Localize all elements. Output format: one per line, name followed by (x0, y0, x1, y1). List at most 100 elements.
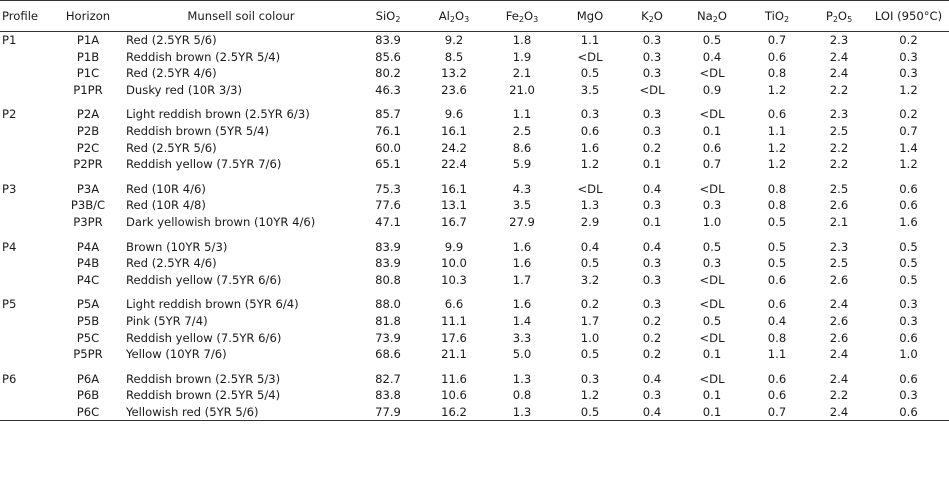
cell-profile (0, 49, 50, 66)
cell-tio2: 0.6 (767, 49, 787, 64)
cell-k2o: 0.1 (642, 214, 662, 229)
cell-loi: 0.2 (899, 33, 918, 47)
cell-mgo: 1.0 (580, 330, 600, 345)
cell-profile (0, 346, 50, 363)
cell-na2o: 0.7 (702, 157, 722, 172)
cell-munsell-colour: Red (10R 4/8) (126, 198, 206, 213)
table-row: P6 P6A Reddish brown (2.5YR 5/3) 82.7 11.6 1.… (0, 371, 949, 388)
cell-tio2: 0.5 (767, 214, 787, 229)
header-loi: LOI (950°C) (868, 0, 949, 32)
cell-p2o5: 2.2 (829, 157, 849, 172)
cell-p2o5: 2.6 (829, 313, 849, 328)
cell-p2o5: 2.5 (829, 123, 849, 138)
cell-profile (0, 197, 50, 214)
table-row: P1C Red (2.5YR 4/6) 80.2 13.2 2.1 0.5 0.3 <DL 0.… (0, 65, 949, 82)
table-row: P5PR Yellow (10YR 7/6) 68.6 21.1 5.0 0.5 0.2 0.… (0, 346, 949, 363)
cell-sio2: 83.9 (375, 239, 401, 254)
cell-al2o3: 9.6 (444, 107, 464, 122)
cell-horizon: P3A (76, 181, 100, 196)
cell-p2o5: 2.5 (829, 256, 849, 271)
cell-sio2: 85.7 (375, 107, 401, 122)
table-row: P4B Red (2.5YR 4/6) 83.9 10.0 1.6 0.5 0.3 0.3 0.… (0, 255, 949, 272)
cell-na2o: 0.5 (702, 33, 722, 47)
cell-al2o3: 9.9 (444, 239, 464, 254)
cell-munsell-colour: Reddish brown (2.5YR 5/4) (126, 49, 281, 64)
cell-sio2: 73.9 (375, 330, 401, 345)
table-row: P5 P5A Light reddish brown (5YR 6/4) 88.0 6.… (0, 296, 949, 313)
cell-na2o: <DL (699, 297, 725, 312)
cell-tio2: 1.1 (767, 123, 787, 138)
cell-tio2: 0.6 (767, 297, 787, 312)
cell-p2o5: 2.3 (829, 33, 849, 47)
cell-fe2o3: 1.6 (512, 239, 532, 254)
cell-sio2: 85.6 (375, 49, 401, 64)
header-tio2: TiO2 (744, 0, 810, 32)
cell-al2o3: 13.2 (441, 66, 467, 81)
cell-horizon: P3B/C (70, 198, 106, 213)
group-spacer (0, 363, 949, 371)
header-profile: Profile (0, 0, 50, 32)
cell-sio2: 77.6 (375, 198, 401, 213)
cell-fe2o3: 5.9 (512, 157, 532, 172)
table-row: P1 P1A Red (2.5YR 5/6) 83.9 9.2 1.8 1.1 0.3 0.5 0… (0, 32, 949, 49)
cell-munsell-colour: Red (10R 4/6) (126, 181, 206, 196)
cell-tio2: 0.6 (767, 272, 787, 287)
cell-profile: P1 (2, 33, 17, 47)
cell-p2o5: 2.4 (829, 66, 849, 81)
header-p2o5: P2O5 (810, 0, 868, 32)
cell-k2o: 0.4 (624, 403, 680, 422)
header-al2o3: Al2O3 (420, 0, 488, 32)
cell-p2o5: 2.6 (829, 272, 849, 287)
cell-mgo: 0.5 (580, 66, 600, 81)
cell-loi: 0.2 (899, 107, 918, 122)
cell-k2o: 0.2 (642, 313, 662, 328)
cell-profile (0, 403, 50, 422)
cell-k2o: 0.2 (642, 347, 662, 362)
cell-munsell-colour: Brown (10YR 5/3) (126, 239, 228, 254)
cell-munsell-colour: Yellow (10YR 7/6) (126, 347, 227, 362)
cell-munsell-colour: Dark yellowish brown (10YR 4/6) (126, 214, 316, 229)
cell-fe2o3: 27.9 (509, 214, 535, 229)
cell-sio2: 88.0 (375, 297, 401, 312)
cell-fe2o3: 1.4 (512, 313, 532, 328)
cell-profile (0, 313, 50, 330)
cell-fe2o3: 3.5 (512, 198, 532, 213)
cell-fe2o3: 1.3 (488, 403, 556, 422)
cell-munsell-colour: Reddish yellow (7.5YR 7/6) (126, 157, 282, 172)
table-body: P1 P1A Red (2.5YR 5/6) 83.9 9.2 1.8 1.1 0.3 0.5 0… (0, 32, 949, 422)
cell-loi: 0.5 (899, 239, 918, 254)
cell-horizon: P5PR (73, 347, 103, 362)
cell-fe2o3: 3.3 (512, 330, 532, 345)
cell-loi: 0.5 (899, 272, 918, 287)
cell-fe2o3: 8.6 (512, 140, 532, 155)
cell-mgo: 1.7 (580, 313, 600, 328)
cell-horizon: P2PR (73, 157, 103, 172)
cell-sio2: 80.2 (375, 66, 401, 81)
cell-al2o3: 10.3 (441, 272, 467, 287)
header-horizon: Horizon (50, 0, 126, 32)
table-row: P3PR Dark yellowish brown (10YR 4/6) 47.1 1… (0, 214, 949, 231)
cell-fe2o3: 21.0 (509, 82, 535, 97)
cell-p2o5: 2.5 (829, 181, 849, 196)
cell-tio2: 0.8 (767, 181, 787, 196)
cell-sio2: 77.9 (356, 403, 420, 422)
cell-p2o5: 2.3 (829, 107, 849, 122)
group-spacer (0, 288, 949, 296)
cell-mgo: <DL (577, 49, 603, 64)
cell-horizon: P5C (76, 330, 100, 345)
cell-mgo: 0.3 (580, 371, 600, 386)
cell-fe2o3: 2.1 (512, 66, 532, 81)
cell-munsell-colour: Reddish brown (2.5YR 5/3) (126, 371, 281, 386)
cell-fe2o3: 1.3 (512, 371, 532, 386)
cell-profile (0, 82, 50, 99)
cell-k2o: 0.3 (642, 49, 662, 64)
cell-al2o3: 8.5 (444, 49, 464, 64)
cell-profile (0, 330, 50, 347)
cell-sio2: 80.8 (375, 272, 401, 287)
cell-fe2o3: 0.8 (512, 388, 532, 403)
cell-p2o5: 2.2 (829, 140, 849, 155)
cell-fe2o3: 1.1 (512, 107, 532, 122)
cell-al2o3: 6.6 (444, 297, 464, 312)
cell-horizon: P5B (76, 313, 100, 328)
cell-profile (0, 65, 50, 82)
